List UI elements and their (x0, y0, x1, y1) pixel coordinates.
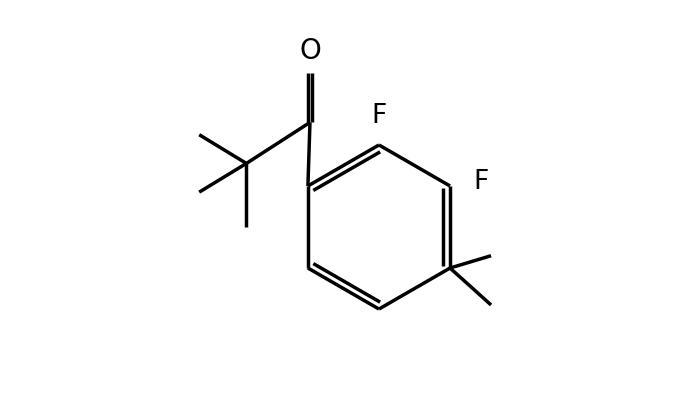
Text: F: F (371, 103, 387, 129)
Text: F: F (473, 169, 488, 195)
Text: O: O (299, 37, 321, 64)
